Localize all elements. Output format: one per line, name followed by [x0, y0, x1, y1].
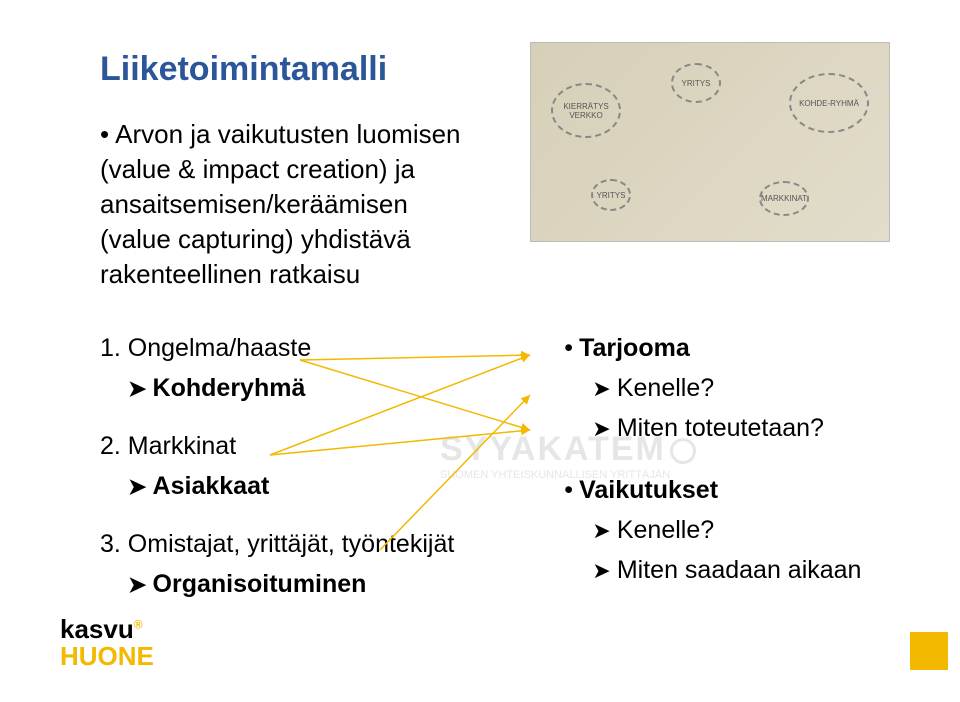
diagram-photo: KIERRÄTYS VERKKO YRITYS KOHDE-RYHMÄ YRIT…: [530, 42, 890, 242]
bullet-dot: •: [100, 119, 109, 149]
watermark-logo-icon: [670, 438, 696, 464]
right-block-2: •Vaikutukset Kenelle? Miten saadaan aika…: [564, 470, 861, 590]
logo-bot: HUONE: [60, 645, 154, 668]
left-column: 1. Ongelma/haaste Kohderyhmä 2. Markkina…: [100, 328, 454, 612]
left-item-2-sub: Asiakkaat: [128, 466, 454, 506]
intro-line-1: Arvon ja vaikutusten luomisen: [115, 119, 460, 149]
watermark-sub: SUOMEN YHTEISKUNNALLISEN YRITTÄJÄN: [440, 469, 696, 481]
photo-bubble-1: KIERRÄTYS VERKKO: [551, 83, 621, 138]
watermark-main: SYYAKATEM: [440, 430, 666, 468]
kasvu-logo: kasvu® HUONE: [60, 614, 154, 668]
left-item-1-sub: Kohderyhmä: [128, 368, 454, 408]
logo-top: kasvu: [60, 614, 134, 644]
left-item-3: 3. Omistajat, yrittäjät, työntekijät: [100, 524, 454, 564]
left-item-3-sub: Organisoituminen: [128, 564, 454, 604]
watermark: SYYAKATEM SUOMEN YHTEISKUNNALLISEN YRITT…: [440, 430, 696, 481]
right-item-2a: Kenelle?: [592, 510, 861, 550]
intro-paragraph: •Arvon ja vaikutusten luomisen (value & …: [100, 117, 520, 292]
photo-bubble-5: MARKKINAT: [759, 181, 809, 216]
yellow-square-icon: [910, 632, 948, 670]
left-item-2: 2. Markkinat: [100, 426, 454, 466]
intro-line-4: (value capturing) yhdistävä: [100, 224, 411, 254]
intro-line-5: rakenteellinen ratkaisu: [100, 259, 360, 289]
right-item-1: Tarjooma: [579, 334, 690, 362]
intro-line-2: (value & impact creation) ja: [100, 154, 415, 184]
photo-bubble-2: YRITYS: [671, 63, 721, 103]
intro-line-3: ansaitsemisen/keräämisen: [100, 189, 408, 219]
right-item-2b: Miten saadaan aikaan: [592, 550, 861, 590]
photo-bubble-3: KOHDE-RYHMÄ: [789, 73, 869, 133]
bullet-dot: •: [564, 334, 573, 362]
left-item-1: 1. Ongelma/haaste: [100, 328, 454, 368]
right-item-1a: Kenelle?: [592, 368, 861, 408]
logo-reg: ®: [134, 617, 143, 631]
slide: Liiketoimintamalli •Arvon ja vaikutusten…: [0, 0, 960, 702]
photo-bubble-4: YRITYS: [591, 179, 631, 211]
